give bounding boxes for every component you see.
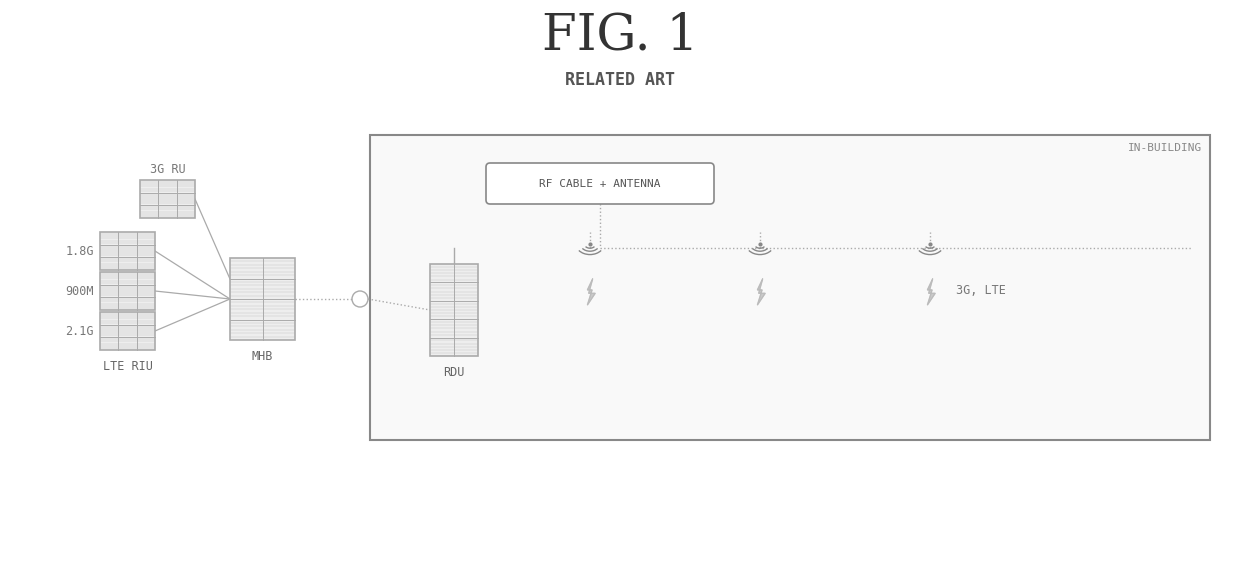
Text: MHB: MHB xyxy=(252,350,273,363)
Text: 2.1G: 2.1G xyxy=(66,325,94,338)
Text: 3G RU: 3G RU xyxy=(150,163,185,176)
Polygon shape xyxy=(928,279,935,305)
Text: RELATED ART: RELATED ART xyxy=(565,71,675,89)
Bar xyxy=(100,272,155,310)
Bar xyxy=(370,135,1210,440)
Text: LTE RIU: LTE RIU xyxy=(103,360,153,373)
Polygon shape xyxy=(758,279,765,305)
Bar xyxy=(229,258,295,340)
Text: 3G, LTE: 3G, LTE xyxy=(956,283,1006,296)
Text: IN-BUILDING: IN-BUILDING xyxy=(1127,143,1202,153)
Text: 900M: 900M xyxy=(66,285,94,298)
Bar xyxy=(100,312,155,350)
Text: RF CABLE + ANTENNA: RF CABLE + ANTENNA xyxy=(539,179,661,189)
Text: 1.8G: 1.8G xyxy=(66,245,94,258)
FancyBboxPatch shape xyxy=(486,163,714,204)
Bar xyxy=(140,180,195,218)
Bar xyxy=(100,232,155,270)
Polygon shape xyxy=(588,279,595,305)
Text: FIG. 1: FIG. 1 xyxy=(542,11,698,61)
Text: RDU: RDU xyxy=(444,366,465,379)
Bar xyxy=(430,264,477,356)
